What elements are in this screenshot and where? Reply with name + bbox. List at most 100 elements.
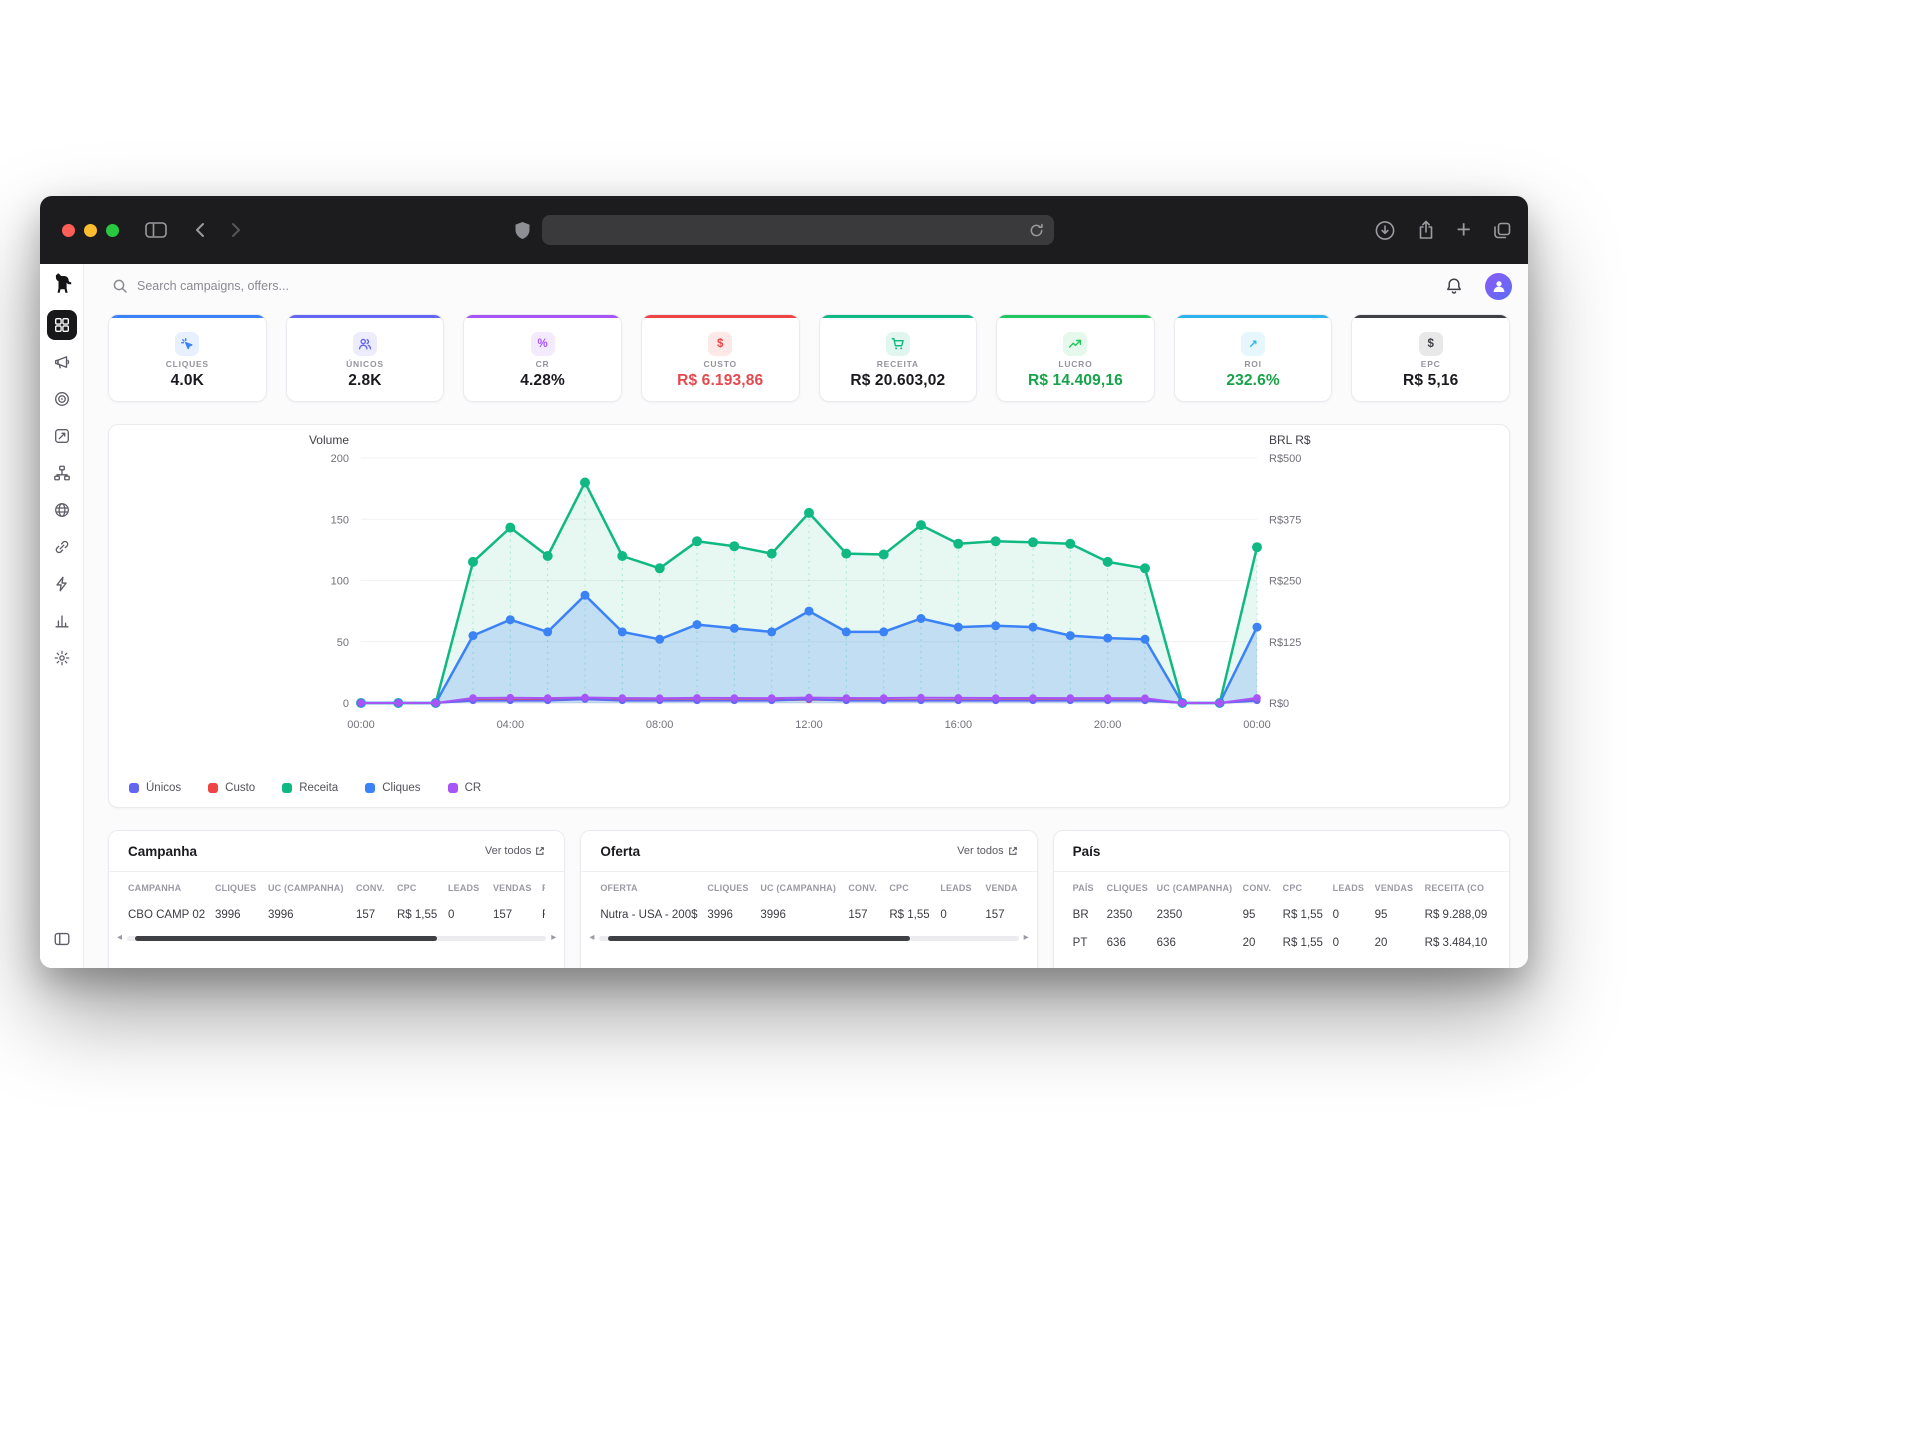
kpi-card-receita[interactable]: RECEITA R$ 20.603,02 <box>818 314 978 402</box>
kpi-card-lucro[interactable]: LUCRO R$ 14.409,16 <box>996 314 1155 402</box>
scroll-thumb[interactable] <box>607 935 910 941</box>
cell: R$ 1,55 <box>1282 937 1323 949</box>
svg-text:150: 150 <box>331 514 349 526</box>
kpi-card-epc[interactable]: $ EPC R$ 5,16 <box>1351 314 1510 402</box>
browser-sidebar-toggle-icon[interactable] <box>145 221 167 239</box>
kpi-label: EPC <box>1420 358 1441 369</box>
arrow-up-right-icon: ↗ <box>1241 331 1266 356</box>
svg-text:BRL R$: BRL R$ <box>1269 433 1311 447</box>
campanha-title: Campanha <box>128 843 198 859</box>
sidebar-item-offers[interactable] <box>47 421 77 451</box>
sidebar-item-targets[interactable] <box>47 384 77 414</box>
svg-text:00:00: 00:00 <box>347 719 375 731</box>
legend-item-receita[interactable]: Receita <box>282 782 338 794</box>
notifications-bell-icon[interactable] <box>1445 277 1463 296</box>
legend-item-cr[interactable]: CR <box>447 782 481 794</box>
cell: 20 <box>1374 937 1388 949</box>
traffic-lights <box>62 223 119 237</box>
cell: 0 <box>940 909 947 921</box>
pais-table-header: PAÍS CLIQUES UC (CAMPANHA) CONV. CPC LEA… <box>1073 875 1490 901</box>
oferta-hscrollbar: ◂ ▸ <box>581 929 1036 943</box>
kpi-value: R$ 6.193,86 <box>677 371 764 389</box>
zoom-window-button[interactable] <box>106 223 119 237</box>
legend-item-custo[interactable]: Custo <box>208 782 255 794</box>
kpi-accent <box>997 315 1154 318</box>
new-tab-icon[interactable]: + <box>1456 215 1471 244</box>
svg-text:R$250: R$250 <box>1269 576 1301 588</box>
logo-dog-icon[interactable] <box>49 270 75 296</box>
kpi-value: 2.8K <box>348 371 382 389</box>
search-bar[interactable] <box>112 278 1445 294</box>
legend-item-cliques[interactable]: Cliques <box>365 782 421 794</box>
scroll-track[interactable] <box>127 935 547 941</box>
close-window-button[interactable] <box>62 223 75 237</box>
scroll-right-icon[interactable]: ▸ <box>551 932 557 943</box>
scroll-thumb[interactable] <box>135 935 438 941</box>
dollar-icon: $ <box>708 331 733 356</box>
scroll-left-icon[interactable]: ◂ <box>589 932 595 943</box>
kpi-value: R$ 20.603,02 <box>850 371 946 389</box>
forward-icon[interactable] <box>225 220 245 240</box>
cell: CBO CAMP 02 <box>128 909 206 921</box>
app-topbar <box>84 264 1528 308</box>
campanha-hscrollbar: ◂ ▸ <box>109 929 564 943</box>
campanha-table-header: CAMPANHA CLIQUES UC (CAMPANHA) CONV. CPC… <box>128 875 545 901</box>
kpi-card-unicos[interactable]: ÚNICOS 2.8K <box>285 314 445 402</box>
cell: 2350 <box>1106 909 1133 921</box>
scroll-track[interactable] <box>599 935 1019 941</box>
legend-item-unicos[interactable]: Únicos <box>129 782 181 794</box>
percent-icon: % <box>530 331 555 356</box>
kpi-label: RECEITA <box>876 358 919 369</box>
sidebar-item-flows[interactable] <box>47 458 77 488</box>
cell: R$ 9.288,09 <box>1424 909 1488 921</box>
back-icon[interactable] <box>191 220 211 240</box>
table-row[interactable]: PT 636 636 20 R$ 1,55 0 20 R$ 3.484,10 <box>1073 929 1490 957</box>
scroll-right-icon[interactable]: ▸ <box>1023 932 1029 943</box>
svg-text:R$0: R$0 <box>1269 698 1289 710</box>
kpi-card-roi[interactable]: ↗ ROI 232.6% <box>1173 314 1333 402</box>
sidebar-item-settings[interactable] <box>47 643 77 673</box>
address-bar[interactable] <box>542 215 1054 245</box>
performance-chart[interactable]: 0 50 100 150 200 R$0 R$125 R$250 R$375 R$500 Volum… <box>109 425 1509 741</box>
minimize-window-button[interactable] <box>84 223 97 237</box>
pais-card: País PAÍS CLIQUES UC (CAMPANHA) CONV. CP… <box>1052 830 1510 968</box>
kpi-card-cr[interactable]: % CR 4.28% <box>463 314 622 402</box>
kpi-label: ÚNICOS <box>346 358 384 369</box>
col-header: UC (CAMPANHA) <box>268 883 344 893</box>
sidebar-item-domains[interactable] <box>47 495 77 525</box>
sidebar-item-integrations[interactable] <box>47 569 77 599</box>
kpi-accent <box>1352 315 1509 318</box>
svg-text:R$125: R$125 <box>1269 637 1301 649</box>
svg-text:04:00: 04:00 <box>497 719 525 731</box>
kpi-card-cliques[interactable]: CLIQUES 4.0K <box>108 314 267 402</box>
kpi-label: CLIQUES <box>165 358 209 369</box>
sidebar-item-reports[interactable] <box>47 606 77 636</box>
oferta-ver-todos-link[interactable]: Ver todos <box>957 845 1017 857</box>
sidebar-item-dashboard[interactable] <box>46 310 77 340</box>
sidebar-item-links[interactable] <box>47 532 77 562</box>
table-row[interactable]: CBO CAMP 02 3996 3996 157 R$ 1,55 0 157 … <box>128 901 545 929</box>
campanha-ver-todos-link[interactable]: Ver todos <box>485 845 545 857</box>
privacy-shield-icon[interactable] <box>514 221 531 240</box>
kpi-card-custo[interactable]: $ CUSTO R$ 6.193,86 <box>640 314 800 402</box>
col-header: UC (CAMPANHA) <box>1156 883 1233 893</box>
sidebar-item-campaigns[interactable] <box>47 347 77 377</box>
col-header: VENDAS <box>985 883 1018 893</box>
table-row[interactable]: BR 2350 2350 95 R$ 1,55 0 95 R$ 9.288,09 <box>1073 901 1490 929</box>
col-header: R <box>542 883 545 893</box>
tab-overview-icon[interactable] <box>1492 220 1512 240</box>
collapse-sidebar-icon[interactable] <box>47 924 77 954</box>
search-input[interactable] <box>137 279 557 293</box>
kpi-accent <box>109 315 266 318</box>
table-row[interactable]: Nutra - USA - 200$ 3996 3996 157 R$ 1,55… <box>600 901 1017 929</box>
user-avatar[interactable] <box>1485 272 1512 300</box>
campanha-card: Campanha Ver todos CAMPANHA CLIQUES UC (… <box>108 830 566 968</box>
trend-up-icon <box>1063 331 1088 356</box>
kpi-accent <box>641 315 799 318</box>
downloads-icon[interactable] <box>1374 219 1396 241</box>
share-icon[interactable] <box>1417 220 1435 241</box>
app-sidebar <box>40 264 84 968</box>
reload-icon[interactable] <box>1029 223 1044 238</box>
scroll-left-icon[interactable]: ◂ <box>117 932 123 943</box>
legend-swatch <box>282 783 293 793</box>
